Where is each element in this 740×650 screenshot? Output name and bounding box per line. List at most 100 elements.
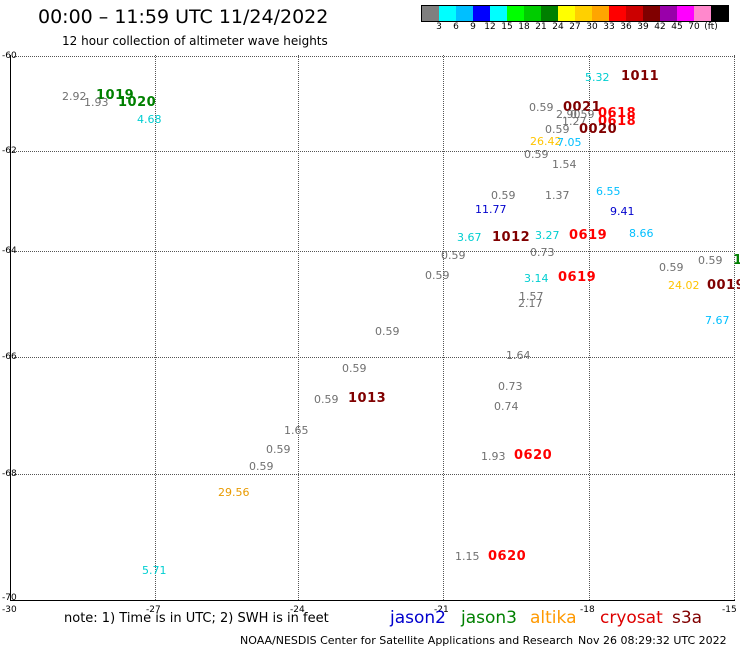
- wave-height-label: 3.27: [535, 229, 560, 242]
- legend-swatch: [609, 6, 626, 21]
- legend-label: 39: [637, 22, 649, 32]
- wave-height-label: 0.59: [545, 123, 570, 136]
- wave-height-label: 0.73: [498, 380, 523, 393]
- wave-height-label: 3.67: [457, 231, 482, 244]
- pressure-label: 0619: [558, 270, 597, 285]
- pressure-label: 0020: [579, 122, 618, 137]
- wave-height-label: 0.59: [491, 189, 516, 202]
- lon-label: -21: [434, 605, 449, 615]
- pressure-label: 1013: [348, 391, 387, 406]
- pressure-label: 1011: [621, 69, 660, 84]
- legend-label: 42: [654, 22, 666, 32]
- wave-height-label: 24.02: [668, 279, 700, 292]
- wave-height-label: 3.14: [524, 272, 549, 285]
- wave-height-label: 0.59: [249, 460, 274, 473]
- legend-swatch: [524, 6, 541, 21]
- wave-height-label: 0.59: [698, 254, 723, 267]
- page-title: 00:00 – 11:59 UTC 11/24/2022: [38, 6, 329, 28]
- legend-swatch: [677, 6, 694, 21]
- legend-label: 12: [484, 22, 496, 32]
- mission-s3a: s3a: [672, 608, 703, 628]
- credit-line: NOAA/NESDIS Center for Satellite Applica…: [240, 634, 574, 647]
- legend-label: 21: [535, 22, 547, 32]
- wave-height-label: 0.73: [530, 246, 555, 259]
- grid-line-lat: [10, 357, 735, 358]
- grid-line-lon: [589, 55, 590, 600]
- wave-height-label: 6.55: [596, 185, 621, 198]
- legend-label: 24: [552, 22, 564, 32]
- wave-height-label: 1.54: [552, 158, 577, 171]
- wave-height-label: 0.59: [425, 269, 450, 282]
- pressure-label: 0019: [707, 278, 740, 293]
- legend-swatch: [626, 6, 643, 21]
- legend-label: 33: [603, 22, 615, 32]
- legend-label: 36: [620, 22, 632, 32]
- wave-height-label: 29.56: [218, 486, 250, 499]
- wave-height-label: 1.57: [519, 290, 544, 303]
- footnote: note: 1) Time is in UTC; 2) SWH is in fe…: [64, 611, 329, 626]
- pressure-label: 1020: [118, 95, 157, 110]
- lat-label: -70: [2, 593, 17, 603]
- lat-label: -66: [2, 352, 17, 362]
- wave-height-label: 0.59: [659, 261, 684, 274]
- legend-label: 15: [501, 22, 513, 32]
- wave-height-label: 0.59: [441, 249, 466, 262]
- legend-swatch: [592, 6, 609, 21]
- legend-swatch: [422, 6, 439, 21]
- wave-height-label: 1.93: [481, 450, 506, 463]
- legend-label: 30: [586, 22, 598, 32]
- page-subtitle: 12 hour collection of altimeter wave hei…: [62, 34, 328, 48]
- wave-height-label: 5.32: [585, 71, 610, 84]
- color-legend: [421, 5, 729, 22]
- lat-label: -68: [2, 469, 17, 479]
- wave-height-label: 0.59: [524, 148, 549, 161]
- wave-height-label: 0.59: [342, 362, 367, 375]
- legend-swatch: [643, 6, 660, 21]
- lon-label: -27: [146, 605, 161, 615]
- wave-height-label: 7.67: [705, 314, 730, 327]
- wave-height-label: 0.59: [570, 108, 595, 121]
- wave-height-label: 0.74: [494, 400, 519, 413]
- grid-line-lat: [10, 56, 735, 57]
- pressure-label: 0620: [488, 549, 527, 564]
- legend-swatch: [711, 6, 728, 21]
- mission-cryosat: cryosat: [600, 608, 663, 628]
- lon-label: -18: [580, 605, 595, 615]
- legend-label: 70: [688, 22, 700, 32]
- wave-height-label: 1.37: [545, 189, 570, 202]
- pressure-label: 0618: [598, 106, 637, 121]
- legend-label: 9: [470, 22, 476, 32]
- legend-swatch: [541, 6, 558, 21]
- pressure-label: 0021: [563, 100, 602, 115]
- pressure-label: 0620: [514, 448, 553, 463]
- legend-label: 18: [518, 22, 530, 32]
- wave-height-label: 1.27: [562, 115, 587, 128]
- lon-label: -24: [290, 605, 305, 615]
- wave-height-label: 4.68: [137, 113, 162, 126]
- legend-label: 3: [436, 22, 442, 32]
- lat-label: -60: [2, 51, 17, 61]
- wave-height-label: 26.42: [530, 135, 562, 148]
- lon-label: -15: [722, 605, 737, 615]
- wave-height-label: 1.93: [84, 96, 109, 109]
- wave-height-label: 1.65: [284, 424, 309, 437]
- wave-height-label: 7.05: [557, 136, 582, 149]
- legend-swatch: [558, 6, 575, 21]
- wave-height-label: 2.92: [62, 90, 87, 103]
- grid-line-lon: [155, 55, 156, 600]
- legend-swatch: [456, 6, 473, 21]
- generated-timestamp: Nov 26 08:29:32 UTC 2022: [578, 634, 727, 647]
- wave-height-label: 0.59: [314, 393, 339, 406]
- pressure-label: 1: [733, 253, 740, 268]
- pressure-label: 1019: [96, 88, 135, 103]
- legend-swatch: [694, 6, 711, 21]
- wave-height-label: 2.17: [518, 297, 543, 310]
- legend-swatch: [490, 6, 507, 21]
- wave-height-label: 2.90: [556, 108, 581, 121]
- legend-swatch: [575, 6, 592, 21]
- legend-label: 6: [453, 22, 459, 32]
- grid-line-lon: [734, 55, 735, 600]
- grid-line-lat: [10, 474, 735, 475]
- wave-height-label: 8.66: [629, 227, 654, 240]
